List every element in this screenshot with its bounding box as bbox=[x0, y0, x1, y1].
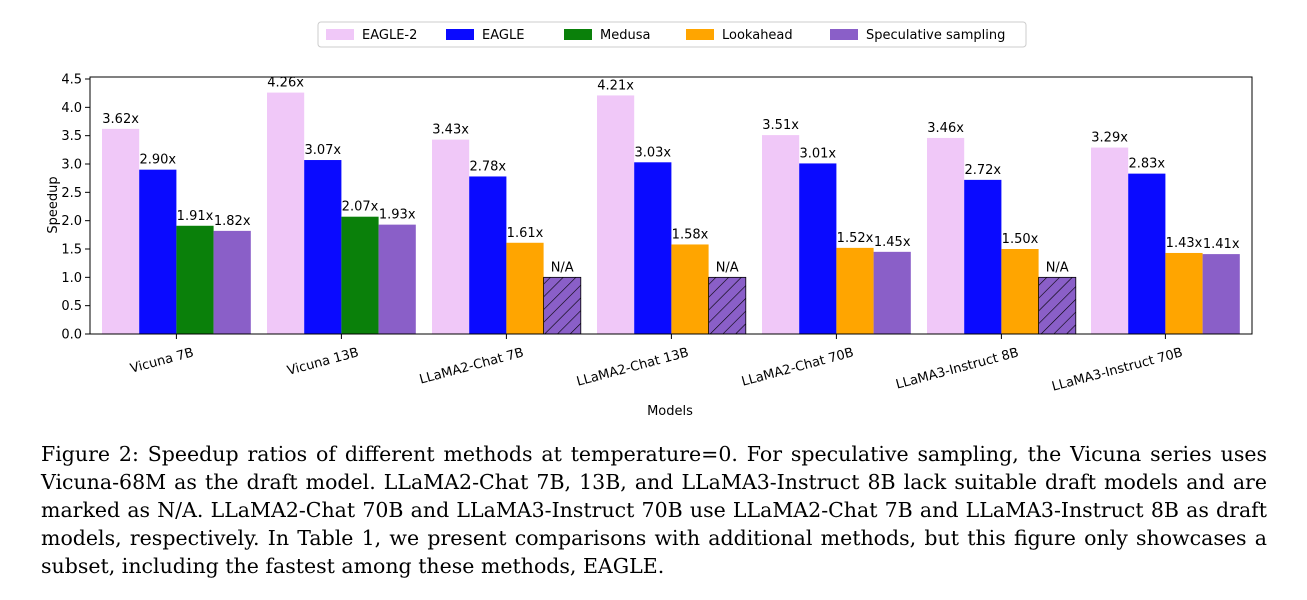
bar-eagle-1 bbox=[304, 160, 342, 334]
bar-value-label: N/A bbox=[1046, 260, 1069, 275]
y-axis-title: Speedup bbox=[46, 176, 61, 233]
x-tick-label: Vicuna 7B bbox=[129, 345, 196, 376]
x-tick-label: LLaMA3-Instruct 8B bbox=[894, 345, 1020, 392]
bar-speculative-sampling-0 bbox=[213, 230, 251, 334]
bar-eagle-2-5 bbox=[927, 137, 965, 334]
legend-label: EAGLE-2 bbox=[362, 28, 417, 43]
bar-eagle-4 bbox=[799, 163, 837, 334]
bar-value-label: 3.03x bbox=[634, 145, 671, 160]
bar-eagle-2-0 bbox=[102, 128, 140, 334]
bar-value-label: 3.01x bbox=[799, 146, 836, 161]
x-tick-label: LLaMA2-Chat 7B bbox=[418, 345, 525, 387]
legend-swatch bbox=[686, 29, 714, 40]
bar-value-label: 2.07x bbox=[342, 200, 379, 215]
bar-medusa-1 bbox=[341, 216, 379, 334]
bar-value-label: N/A bbox=[716, 260, 739, 275]
bar-value-label: 1.58x bbox=[672, 227, 709, 242]
y-tick-label: 0.5 bbox=[61, 299, 82, 314]
y-tick-label: 1.0 bbox=[61, 271, 82, 286]
y-tick-label: 3.5 bbox=[61, 129, 82, 144]
bar-value-label: 2.90x bbox=[139, 153, 176, 168]
y-tick-label: 0.0 bbox=[61, 328, 82, 343]
bar-lookahead-5 bbox=[1001, 249, 1039, 334]
bar-eagle-3 bbox=[634, 162, 672, 334]
x-tick-label: LLaMA2-Chat 13B bbox=[575, 345, 690, 389]
x-tick-label: LLaMA3-Instruct 70B bbox=[1050, 345, 1184, 394]
bar-speculative-sampling-4 bbox=[873, 251, 911, 334]
legend-label: Lookahead bbox=[722, 28, 793, 43]
legend-label: EAGLE bbox=[482, 28, 524, 43]
bar-value-label: 3.51x bbox=[762, 118, 799, 133]
bar-value-label: 1.91x bbox=[177, 209, 214, 224]
bar-eagle-2-6 bbox=[1091, 147, 1129, 334]
bar-value-label: 1.93x bbox=[379, 208, 416, 223]
bar-eagle-0 bbox=[139, 169, 177, 334]
bar-lookahead-2 bbox=[506, 242, 544, 334]
bar-eagle-2-4 bbox=[762, 135, 800, 334]
bar-value-label: 3.62x bbox=[102, 112, 139, 127]
bar-value-label: 4.26x bbox=[267, 76, 304, 91]
bar-eagle-2-3 bbox=[597, 95, 635, 334]
bar-value-label: 1.52x bbox=[837, 231, 874, 246]
bar-hatch-na-2 bbox=[543, 276, 582, 335]
bar-value-label: N/A bbox=[551, 260, 574, 275]
bar-speculative-sampling-6 bbox=[1202, 254, 1240, 334]
bar-value-label: 4.21x bbox=[597, 78, 634, 93]
legend-box bbox=[317, 21, 1027, 48]
x-tick-label: Vicuna 13B bbox=[286, 345, 361, 378]
bar-value-label: 1.45x bbox=[874, 235, 911, 250]
bar-value-label: 3.07x bbox=[304, 143, 341, 158]
bar-lookahead-3 bbox=[671, 244, 709, 334]
x-axis-title: Models bbox=[647, 404, 693, 419]
bar-lookahead-4 bbox=[836, 247, 874, 334]
bar-value-label: 2.72x bbox=[964, 163, 1001, 178]
y-tick-label: 2.0 bbox=[61, 214, 82, 229]
bar-hatch-na-3 bbox=[708, 276, 747, 335]
bars-group: 3.62x 2.90x 1.91x 1.82x 4.26x 3.07x 2.07x1.93x… bbox=[102, 76, 1240, 335]
legend-swatch bbox=[564, 29, 592, 40]
bar-value-label: 1.61x bbox=[507, 226, 544, 241]
y-tick-label: 2.5 bbox=[61, 186, 82, 201]
plot-frame bbox=[89, 76, 1253, 335]
bar-value-label: 1.50x bbox=[1002, 232, 1039, 247]
bar-eagle-2-1 bbox=[267, 92, 305, 334]
figure-caption: Figure 2: Speedup ratios of different me… bbox=[41, 442, 1267, 578]
y-tick-label: 4.0 bbox=[61, 101, 82, 116]
x-tick-label: LLaMA2-Chat 70B bbox=[740, 345, 855, 389]
bar-medusa-0 bbox=[176, 225, 214, 334]
bar-eagle-2-2 bbox=[432, 139, 470, 334]
bar-value-label: 2.78x bbox=[469, 159, 506, 174]
bar-eagle-6 bbox=[1128, 173, 1166, 334]
bar-value-label: 1.41x bbox=[1203, 237, 1240, 252]
bar-value-label: 3.46x bbox=[927, 121, 964, 136]
bar-eagle-2 bbox=[469, 176, 507, 334]
legend-swatch bbox=[830, 29, 858, 40]
y-tick-label: 4.5 bbox=[61, 73, 82, 88]
bar-value-label: 2.83x bbox=[1128, 157, 1165, 172]
bar-hatch-na-5 bbox=[1038, 276, 1077, 335]
bar-value-label: 3.29x bbox=[1091, 131, 1128, 146]
legend-label: Speculative sampling bbox=[866, 28, 1005, 43]
bar-value-label: 3.43x bbox=[432, 123, 469, 138]
legend-swatch bbox=[446, 29, 474, 40]
bar-speculative-sampling-1 bbox=[378, 224, 416, 334]
y-tick-label: 3.0 bbox=[61, 158, 82, 173]
legend-swatch bbox=[326, 29, 354, 40]
bar-value-label: 1.43x bbox=[1166, 236, 1203, 251]
bar-eagle-5 bbox=[964, 179, 1002, 334]
bar-lookahead-6 bbox=[1165, 252, 1203, 334]
legend-label: Medusa bbox=[600, 28, 650, 43]
chart-legend: EAGLE-2 EAGLE Medusa Lookahead Speculative s… bbox=[317, 21, 1027, 48]
y-tick-label: 1.5 bbox=[61, 243, 82, 258]
bar-value-label: 1.82x bbox=[214, 214, 251, 229]
speedup-bar-chart: EAGLE-2 EAGLE Medusa Lookahead Speculative s… bbox=[46, 21, 1253, 419]
